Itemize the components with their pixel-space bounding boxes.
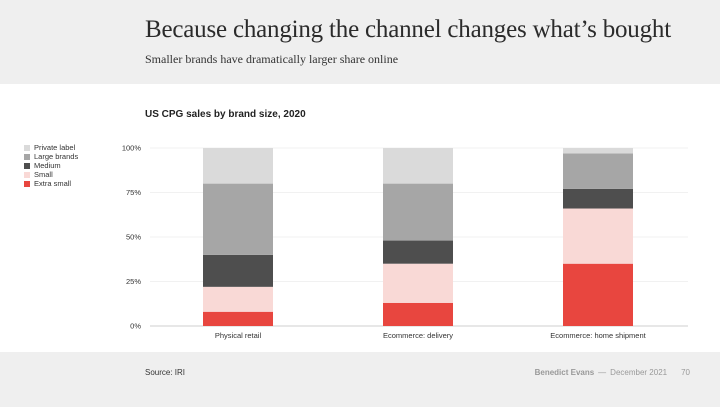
page-number: 70	[681, 368, 690, 377]
bar-segment-private-label	[203, 148, 273, 184]
footer-band	[0, 352, 720, 407]
credit-date: December 2021	[610, 368, 668, 377]
legend-item-small: Small	[24, 170, 78, 179]
source-note: Source: IRI	[145, 368, 186, 377]
legend-swatch	[24, 171, 30, 178]
legend-label: Private label	[34, 143, 76, 152]
y-tick-label: 25%	[126, 277, 141, 286]
bar-segment-medium	[203, 254, 273, 287]
legend-item-private-label: Private label	[24, 143, 78, 152]
bar-segment-large-brands	[383, 183, 453, 241]
legend-swatch	[24, 180, 30, 187]
bar-segment-extra-small	[383, 302, 453, 326]
x-category-label: Ecommerce: delivery	[383, 331, 453, 340]
legend-label: Extra small	[34, 179, 72, 188]
x-category-label: Ecommerce: home shipment	[550, 331, 646, 340]
bar-segment-medium	[563, 188, 633, 209]
bar-segment-small	[563, 208, 633, 264]
legend-label: Large brands	[34, 152, 79, 161]
y-tick-label: 100%	[122, 144, 142, 153]
legend-swatch	[24, 153, 30, 160]
legend-swatch	[24, 144, 30, 151]
legend-swatch	[24, 162, 30, 169]
legend-label: Medium	[34, 161, 61, 170]
bar-segment-small	[383, 263, 453, 303]
y-tick-label: 50%	[126, 233, 141, 242]
slide-subtitle: Smaller brands have dramatically larger …	[145, 52, 399, 66]
x-category-label: Physical retail	[215, 331, 262, 340]
y-tick-label: 75%	[126, 188, 141, 197]
header-band	[0, 0, 720, 84]
bar-segment-medium	[383, 240, 453, 264]
bar-segment-extra-small	[203, 311, 273, 326]
credit-separator: —	[598, 368, 607, 377]
author-name: Benedict Evans	[534, 368, 595, 377]
bar-segment-large-brands	[563, 153, 633, 189]
chart-title: US CPG sales by brand size, 2020	[145, 109, 306, 120]
bar-segment-large-brands	[203, 183, 273, 255]
legend-item-large-brands: Large brands	[24, 152, 78, 161]
bar-segment-extra-small	[563, 263, 633, 326]
bar-segment-private-label	[563, 148, 633, 154]
legend-item-medium: Medium	[24, 161, 78, 170]
bar-segment-small	[203, 286, 273, 312]
legend-item-extra-small: Extra small	[24, 179, 78, 188]
chart-legend: Private label Large brands Medium Small Extr…	[24, 143, 78, 188]
y-tick-label: 0%	[130, 322, 141, 331]
slide-title: Because changing the channel changes wha…	[145, 16, 671, 43]
bar-segment-private-label	[383, 148, 453, 184]
legend-label: Small	[34, 170, 53, 179]
credit-line: Benedict Evans — December 2021 70	[535, 368, 690, 377]
